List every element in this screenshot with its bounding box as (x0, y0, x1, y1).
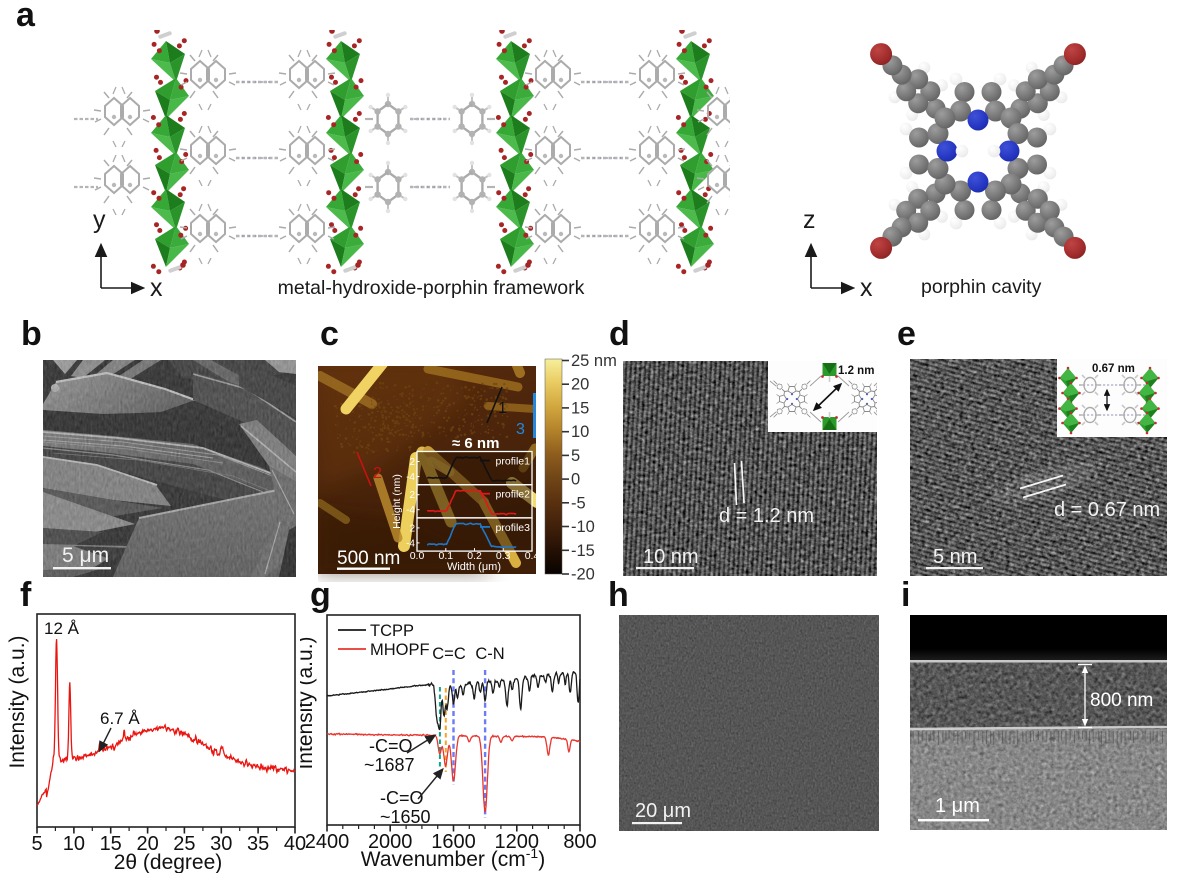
svg-text:-C=O: -C=O (369, 736, 413, 756)
svg-text:-4: -4 (406, 538, 415, 549)
svg-text:-4: -4 (406, 505, 415, 516)
svg-text:0.67 nm: 0.67 nm (1092, 363, 1135, 375)
svg-text:6.7 Å: 6.7 Å (100, 709, 140, 728)
svg-text:5 μm: 5 μm (62, 544, 109, 567)
svg-text:2: 2 (409, 457, 415, 468)
svg-text:2: 2 (409, 490, 415, 501)
svg-text:20: 20 (571, 376, 589, 394)
svg-text:Width (μm): Width (μm) (447, 561, 501, 573)
svg-text:0.1: 0.1 (438, 550, 453, 562)
svg-text:profile2: profile2 (496, 489, 531, 501)
svg-text:40: 40 (284, 833, 306, 855)
svg-text:C-N: C-N (475, 645, 504, 663)
svg-text:y: y (93, 206, 106, 234)
svg-text:2: 2 (409, 523, 415, 534)
svg-text:1600: 1600 (431, 831, 476, 853)
svg-text:20: 20 (136, 833, 158, 855)
svg-text:5: 5 (571, 447, 580, 465)
svg-text:3: 3 (516, 421, 525, 438)
svg-text:-10: -10 (571, 518, 595, 536)
svg-text:5 nm: 5 nm (933, 546, 977, 568)
svg-text:~1687: ~1687 (364, 755, 415, 775)
svg-text:2400: 2400 (305, 831, 350, 853)
svg-text:1: 1 (498, 400, 507, 417)
svg-text:10: 10 (63, 833, 85, 855)
svg-text:-5: -5 (571, 494, 586, 512)
svg-text:2000: 2000 (368, 831, 413, 853)
svg-text:-20: -20 (571, 566, 595, 584)
svg-text:TCPP: TCPP (370, 622, 414, 640)
svg-text:d = 0.67 nm: d = 0.67 nm (1054, 499, 1160, 521)
svg-text:2: 2 (373, 465, 382, 482)
svg-text:25 nm: 25 nm (571, 352, 617, 370)
svg-text:C=C: C=C (432, 645, 466, 663)
svg-text:0.3: 0.3 (496, 550, 511, 562)
svg-text:0: 0 (571, 471, 580, 489)
svg-text:x: x (150, 274, 163, 300)
svg-text:1200: 1200 (495, 831, 540, 853)
svg-text:~1650: ~1650 (380, 807, 431, 827)
svg-text:1.2 nm: 1.2 nm (838, 365, 874, 377)
svg-text:Wavenumber (cm-1): Wavenumber (cm-1) (361, 845, 545, 871)
svg-text:-C=O: -C=O (380, 788, 424, 808)
svg-text:-15: -15 (571, 542, 595, 560)
svg-text:10 nm: 10 nm (643, 546, 699, 568)
svg-text:Intensity (a.u.): Intensity (a.u.) (8, 635, 29, 768)
svg-text:0.0: 0.0 (410, 550, 425, 562)
svg-text:500 nm: 500 nm (337, 548, 400, 569)
svg-text:1 μm: 1 μm (935, 795, 980, 817)
svg-text:800: 800 (563, 831, 596, 853)
svg-text:≈ 6 nm: ≈ 6 nm (452, 435, 499, 452)
svg-text:15: 15 (100, 833, 122, 855)
svg-text:0.4: 0.4 (525, 550, 540, 562)
svg-text:profile1: profile1 (496, 456, 531, 468)
svg-text:2θ (degree): 2θ (degree) (114, 851, 223, 873)
svg-text:z: z (803, 206, 816, 234)
svg-text:35: 35 (247, 833, 269, 855)
svg-text:5: 5 (31, 833, 42, 855)
svg-text:25: 25 (173, 833, 195, 855)
svg-text:30: 30 (210, 833, 232, 855)
svg-text:12 Å: 12 Å (44, 619, 80, 638)
svg-text:x: x (860, 274, 873, 300)
svg-text:10: 10 (571, 423, 589, 441)
svg-text:0.2: 0.2 (467, 550, 482, 562)
svg-text:d = 1.2 nm: d = 1.2 nm (719, 505, 814, 527)
svg-text:-4: -4 (406, 472, 415, 483)
svg-text:Height (nm): Height (nm) (391, 474, 403, 529)
svg-text:profile3: profile3 (496, 522, 531, 534)
svg-text:Intensity (a.u.): Intensity (a.u.) (300, 636, 317, 769)
svg-text:MHOPF: MHOPF (370, 641, 430, 659)
svg-text:20 μm: 20 μm (635, 800, 691, 822)
svg-text:15: 15 (571, 399, 589, 417)
svg-text:800 nm: 800 nm (1090, 690, 1153, 711)
